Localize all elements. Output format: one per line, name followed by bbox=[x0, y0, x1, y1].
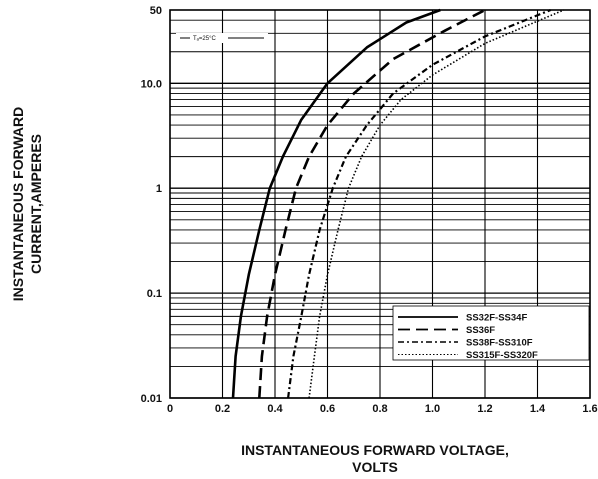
x-tick-label: 0.6 bbox=[320, 403, 335, 415]
series-line bbox=[258, 8, 486, 399]
y-tick-label: 50 bbox=[150, 5, 162, 17]
x-axis-title-line2: VOLTS bbox=[352, 459, 398, 475]
y-axis-title: INSTANTANEOUS FORWARD CURRENT,AMPERES bbox=[10, 107, 44, 301]
series-line bbox=[231, 8, 441, 399]
x-tick-label: 1.0 bbox=[425, 403, 440, 415]
x-tick-label: 0.2 bbox=[215, 403, 230, 415]
x-tick-label: 0.8 bbox=[372, 403, 387, 415]
legend-label: SS38F-SS310F bbox=[466, 338, 533, 349]
y-tick-labels: 0.01 0.1 1 10.0 50 bbox=[141, 5, 162, 405]
annotation: Tₐ=25°C bbox=[176, 33, 268, 43]
x-tick-label: 0 bbox=[167, 403, 173, 415]
legend-label: SS36F bbox=[466, 325, 495, 336]
y-tick-label: 0.01 bbox=[141, 393, 162, 405]
x-tick-label: 1.2 bbox=[477, 403, 492, 415]
legend-box bbox=[392, 305, 590, 361]
annotation-text: Tₐ=25°C bbox=[193, 36, 216, 42]
x-tick-label: 1.4 bbox=[530, 403, 546, 415]
x-axis-title: INSTANTANEOUS FORWARD VOLTAGE, VOLTS bbox=[241, 442, 509, 475]
series-line bbox=[287, 8, 552, 399]
x-tick-label: 1.6 bbox=[582, 403, 597, 415]
y-axis-title-line2: CURRENT,AMPERES bbox=[28, 134, 44, 274]
annotation-box bbox=[176, 33, 268, 43]
legend-label: SS32F-SS34F bbox=[466, 313, 527, 324]
y-axis-title-line1: INSTANTANEOUS FORWARD bbox=[10, 107, 26, 301]
y-tick-label: 1 bbox=[156, 183, 162, 195]
x-tick-label: 0.4 bbox=[267, 403, 283, 415]
x-axis-title-line1: INSTANTANEOUS FORWARD VOLTAGE, bbox=[241, 442, 509, 458]
y-tick-label: 10.0 bbox=[141, 78, 162, 90]
series-line bbox=[308, 9, 565, 399]
series-layer bbox=[231, 8, 565, 399]
plot-frame bbox=[169, 9, 591, 399]
legend-label: SS315F-SS320F bbox=[466, 350, 538, 361]
y-tick-label: 0.1 bbox=[147, 288, 162, 300]
x-tick-labels: 0 0.2 0.4 0.6 0.8 1.0 1.2 1.4 1.6 bbox=[167, 403, 598, 415]
